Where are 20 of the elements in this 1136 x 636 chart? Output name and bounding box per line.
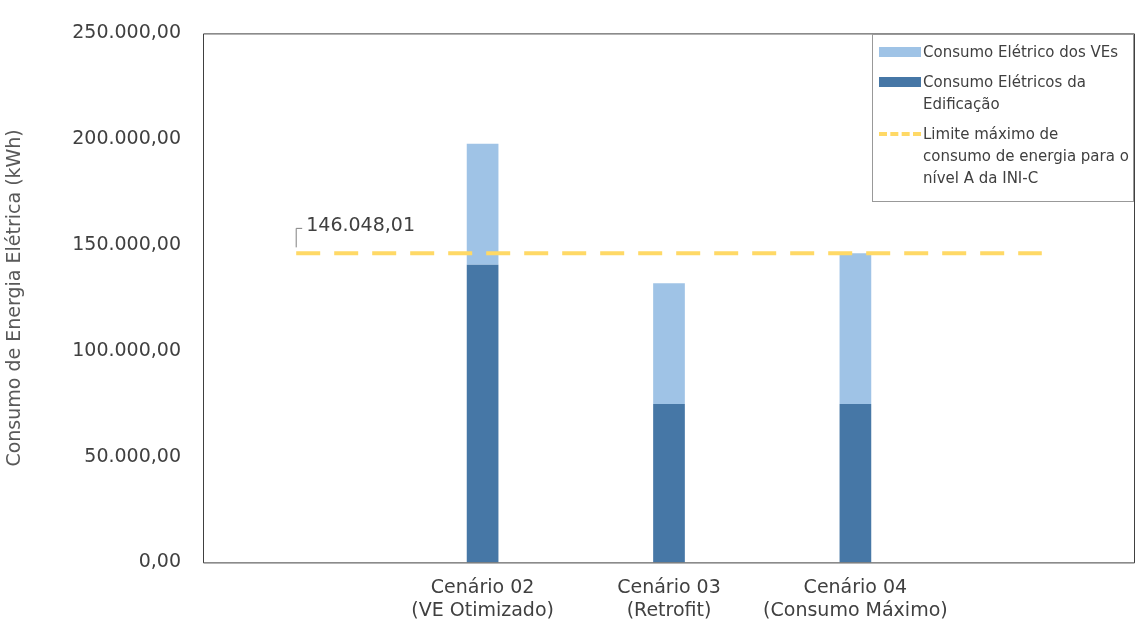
legend-label: Consumo Elétricos da Edificação [923,72,1087,115]
y-tick-label: 200.000,00 [72,126,181,149]
x-tick-label: Cenário 04 (Consumo Máximo) [763,574,948,620]
y-tick-label: 0,00 [138,549,181,572]
y-tick-label: 50.000,00 [84,443,181,466]
y-tick-label: 250.000,00 [72,20,181,43]
x-tick-label: Cenário 02 (VE Otimizado) [411,574,554,620]
bar [839,403,872,563]
y-tick-label: 100.000,00 [72,337,181,360]
y-axis-title: Consumo de Energia Elétrica (kWh) [2,129,25,467]
bar [466,143,499,265]
x-tick-label: Cenário 03 (Retrofit) [617,574,721,620]
legend-label: Consumo Elétrico dos VEs [923,42,1119,63]
bar [653,403,685,563]
bar [466,264,499,563]
y-tick-label: 150.000,00 [72,231,181,254]
data-label: 146.048,01 [306,213,415,236]
legend-label: Limite máximo de consumo de energia para o nível A da INI-C [923,124,1129,189]
bar [839,253,872,404]
bar [653,283,685,404]
